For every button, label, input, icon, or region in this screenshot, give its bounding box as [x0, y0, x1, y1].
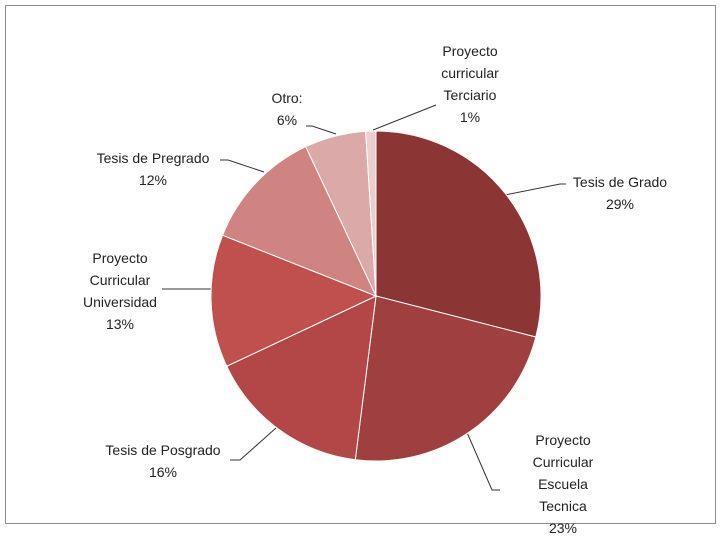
- leader-line: [504, 183, 566, 196]
- category-label: Proyecto curricular Terciario: [441, 43, 499, 103]
- category-label: Proyecto Curricular Universidad: [83, 250, 157, 310]
- value-label: 6%: [276, 112, 298, 128]
- value-label: 1%: [459, 109, 481, 125]
- value-label: 16%: [148, 464, 178, 480]
- value-label: 29%: [605, 196, 635, 212]
- pie-slice: [354, 295, 537, 462]
- category-label: Tesis de Pregrado: [96, 150, 210, 166]
- data-label: Tesis de Posgrado 16%: [88, 439, 238, 483]
- pie-slice: [375, 130, 542, 338]
- data-label: Proyecto Curricular Universidad 13%: [70, 247, 170, 335]
- pie-slice: [226, 295, 377, 461]
- value-label: 13%: [105, 316, 135, 332]
- pie-slice: [221, 146, 377, 297]
- data-label: Proyecto curricular Terciario 1%: [420, 40, 520, 128]
- category-label: Tesis de Posgrado: [105, 442, 221, 458]
- category-label: Proyecto Curricular Escuela Tecnica: [532, 432, 594, 514]
- leader-line: [220, 159, 265, 173]
- category-label: Tesis de Grado: [572, 174, 668, 190]
- data-label: Otro: 6%: [257, 87, 317, 131]
- category-label: Otro:: [271, 90, 303, 106]
- data-label: Tesis de Grado 29%: [555, 171, 685, 215]
- leader-line: [230, 427, 277, 461]
- value-label: 12%: [138, 172, 168, 188]
- data-label: Tesis de Pregrado 12%: [78, 147, 228, 191]
- data-label: Proyecto Curricular Escuela Tecnica 23%: [513, 429, 613, 539]
- leader-line: [372, 104, 437, 131]
- pie-slice: [365, 130, 377, 297]
- leader-line: [306, 125, 337, 135]
- value-label: 23%: [548, 520, 578, 536]
- pie-slice: [210, 234, 378, 367]
